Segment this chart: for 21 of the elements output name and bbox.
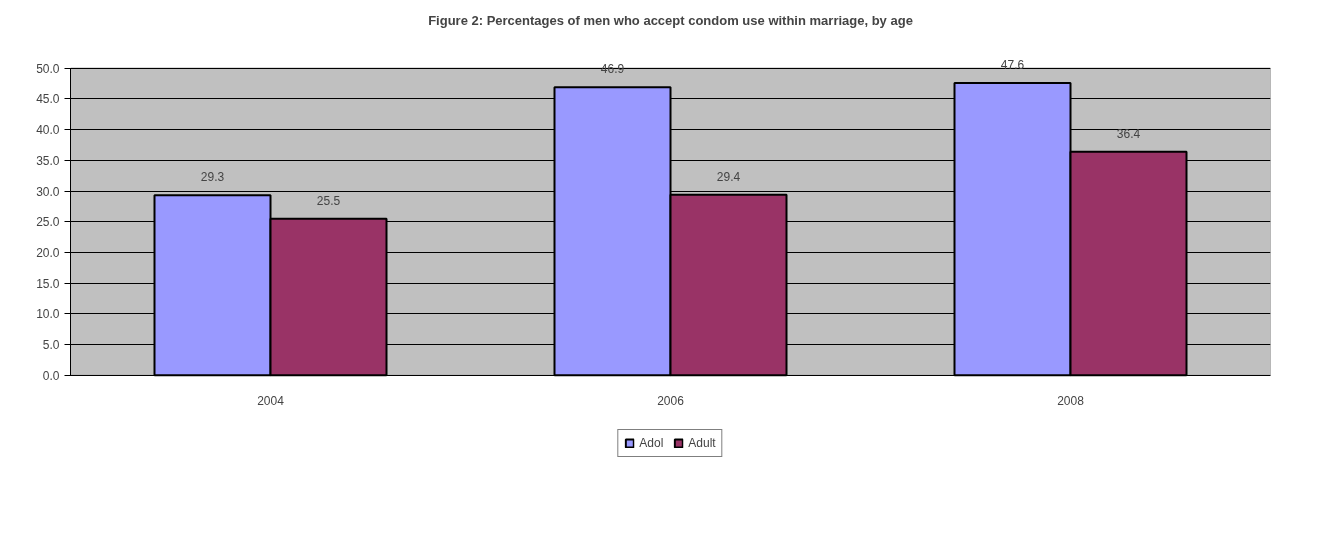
y-tick-label: 10.0 xyxy=(36,307,60,322)
y-tick-label: 50.0 xyxy=(36,61,60,76)
y-tick-label: 35.0 xyxy=(36,153,60,168)
y-tick-label: 15.0 xyxy=(36,276,60,291)
x-tick-label: 2004 xyxy=(257,394,285,409)
chart-title: Figure 2: Percentages of men who accept condom use within marriage, by age xyxy=(428,12,913,28)
y-tick-label: 45.0 xyxy=(36,92,60,107)
legend-label: Adol xyxy=(639,436,664,450)
y-tick-label: 0.0 xyxy=(42,368,60,383)
x-tick-label: 2008 xyxy=(1057,394,1085,409)
y-tick-label: 20.0 xyxy=(36,246,60,260)
y-tick-label: 40.0 xyxy=(36,123,60,138)
x-tick-label: 2006 xyxy=(657,394,685,409)
legend-label: Adult xyxy=(688,436,716,450)
data-label: 29.4 xyxy=(716,169,741,184)
data-label: 36.4 xyxy=(1116,126,1141,141)
data-label: 25.5 xyxy=(316,193,341,208)
data-label: 29.3 xyxy=(200,170,225,185)
y-tick-label: 25.0 xyxy=(36,215,60,230)
y-tick-label: 30.0 xyxy=(36,184,60,199)
y-tick-label: 5.0 xyxy=(42,338,60,353)
